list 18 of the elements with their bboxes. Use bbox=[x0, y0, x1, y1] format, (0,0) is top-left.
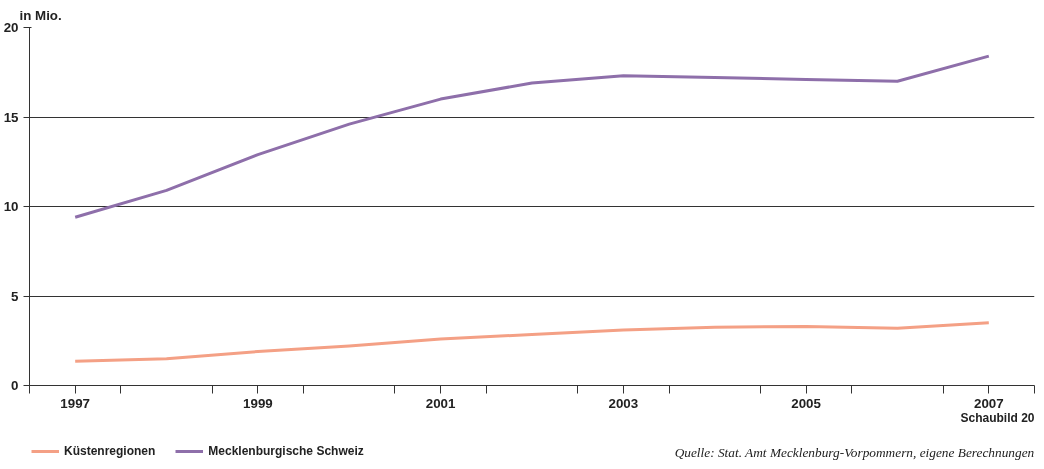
x-tick-label: 2003 bbox=[608, 395, 639, 411]
x-tick-label: 1999 bbox=[243, 395, 273, 411]
y-tick-label: 15 bbox=[3, 109, 20, 125]
line-series bbox=[73, 321, 991, 363]
y-axis-title: in Mio. bbox=[19, 7, 62, 23]
x-tick-label: 2007 bbox=[973, 395, 1004, 411]
x-tick-label: 1997 bbox=[60, 395, 91, 411]
line-series bbox=[73, 54, 991, 219]
legend-label: Küstenregionen bbox=[64, 444, 156, 458]
y-tick-label: 5 bbox=[11, 288, 20, 304]
y-tick-label: 10 bbox=[3, 199, 19, 214]
y-tick-label: 0 bbox=[11, 378, 19, 393]
x-tick-label: 2005 bbox=[791, 395, 822, 411]
text: Schaubild 20 bbox=[960, 410, 1035, 425]
legend-label: Mecklenburgische Schweiz bbox=[208, 444, 364, 458]
source-note: Quelle: Stat. Amt Mecklenburg-Vorpommern, eigene Berechnungen bbox=[674, 444, 1035, 460]
y-tick-label: 20 bbox=[3, 20, 19, 35]
x-tick-label: 2001 bbox=[425, 395, 457, 411]
